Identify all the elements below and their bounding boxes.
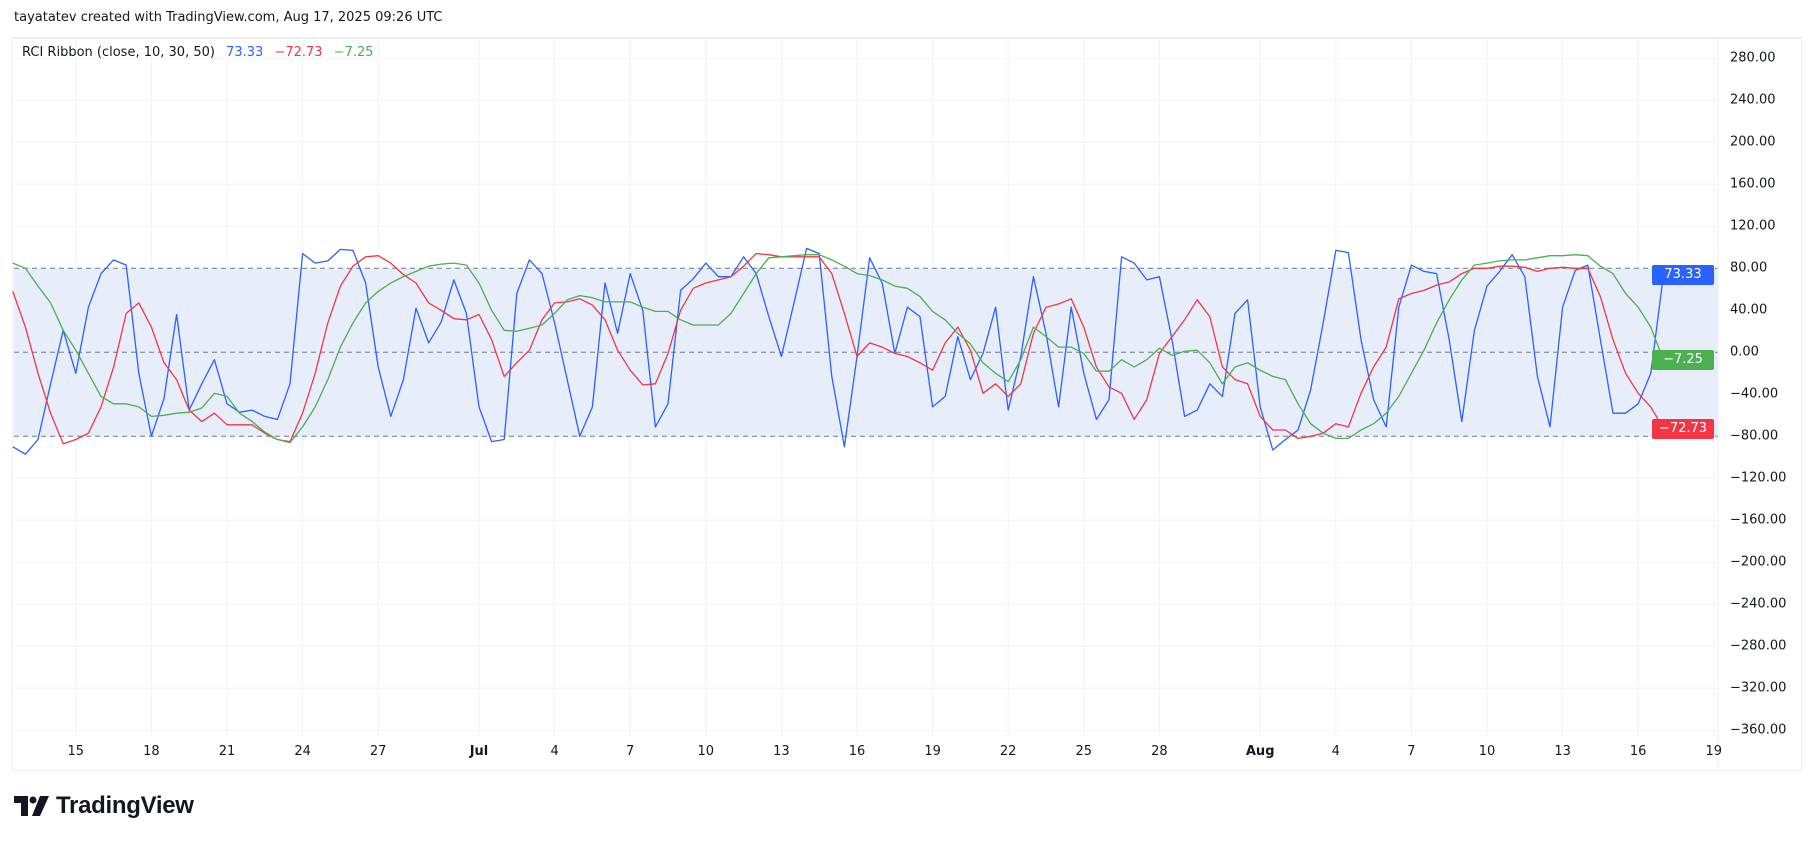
x-tick-label: 22 — [999, 744, 1017, 759]
x-tick-label: 19 — [1705, 744, 1723, 759]
last-value-tag-mid: −72.73 — [1652, 418, 1714, 439]
series-line-slow — [12, 254, 1665, 444]
attribution-text: tayatatev created with TradingView.com, … — [14, 10, 443, 25]
x-tick-label: 16 — [1629, 744, 1647, 759]
x-tick-label: 15 — [67, 744, 85, 759]
x-tick-label: 18 — [143, 744, 160, 759]
y-tick-label: −120.00 — [1730, 470, 1787, 486]
series-line-mid — [12, 252, 1664, 445]
y-tick-label: −280.00 — [1730, 638, 1787, 654]
x-tick-label: 7 — [1407, 744, 1416, 759]
y-tick-label: −200.00 — [1730, 554, 1787, 570]
x-tick-label: 13 — [1554, 744, 1571, 759]
legend-title: RCI Ribbon (close, 10, 30, 50) — [22, 45, 215, 60]
x-tick-label: 4 — [550, 744, 559, 759]
x-tick-label: 27 — [369, 744, 387, 759]
tradingview-logo[interactable]: TradingView — [14, 792, 194, 820]
y-tick-label: 80.00 — [1730, 260, 1768, 276]
x-tick-label: Jul — [469, 744, 489, 759]
legend-value-slow: −7.25 — [333, 45, 374, 60]
y-tick-label: −40.00 — [1730, 386, 1779, 402]
last-value-tag-slow: −7.25 — [1652, 349, 1714, 370]
indicator-legend[interactable]: RCI Ribbon (close, 10, 30, 50) 73.33 −72… — [22, 45, 381, 60]
x-tick-label: Aug — [1245, 744, 1275, 759]
x-tick-label: 4 — [1331, 744, 1340, 759]
y-tick-label: −160.00 — [1730, 512, 1787, 528]
x-tick-label: 10 — [697, 744, 715, 759]
y-tick-label: 160.00 — [1730, 176, 1776, 192]
y-tick-label: −360.00 — [1730, 722, 1787, 738]
chart-frame — [12, 37, 1802, 771]
y-tick-label: 120.00 — [1730, 218, 1776, 234]
x-tick-label: 24 — [294, 744, 311, 759]
last-value-tag-fast: 73.33 — [1652, 265, 1714, 286]
tradingview-logo-text: TradingView — [56, 792, 194, 819]
y-tick-label: 40.00 — [1730, 302, 1768, 318]
y-tick-label: −240.00 — [1730, 596, 1787, 612]
x-tick-label: 16 — [848, 744, 866, 759]
y-tick-label: 240.00 — [1730, 92, 1776, 108]
x-tick-label: 25 — [1075, 744, 1093, 759]
band — [14, 267, 1718, 437]
x-tick-label: 21 — [218, 744, 236, 759]
y-tick-label: 0.00 — [1730, 344, 1759, 360]
x-tick-label: 13 — [773, 744, 790, 759]
y-tick-label: −320.00 — [1730, 680, 1787, 696]
series-line-fast — [12, 247, 1665, 455]
x-tick-label: 28 — [1151, 744, 1168, 759]
series-lines — [12, 247, 1665, 455]
x-tick-label: 19 — [924, 744, 941, 759]
legend-value-fast: 73.33 — [226, 45, 264, 60]
x-tick-label: 10 — [1478, 744, 1496, 759]
x-tick-label: 7 — [626, 744, 635, 759]
y-tick-label: 280.00 — [1730, 50, 1776, 66]
y-tick-label: 200.00 — [1730, 134, 1776, 150]
legend-value-mid: −72.73 — [274, 45, 323, 60]
tradingview-logo-icon — [14, 796, 49, 816]
y-tick-label: −80.00 — [1730, 428, 1779, 444]
